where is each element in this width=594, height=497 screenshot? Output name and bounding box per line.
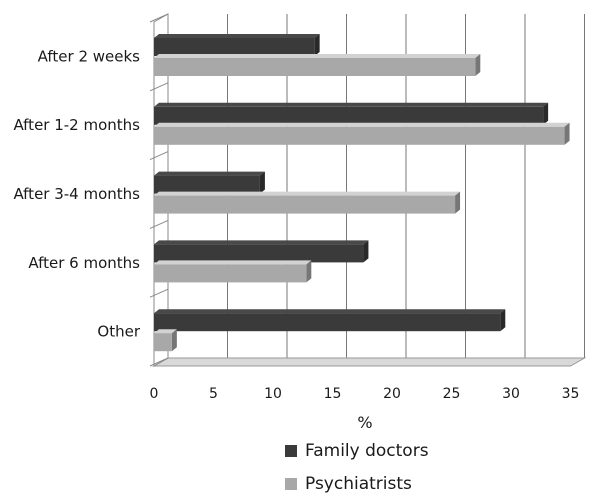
bar-top-face	[154, 329, 177, 334]
bar-front-face	[154, 38, 315, 56]
bar-side-face	[500, 309, 506, 332]
bar-front-face	[154, 175, 260, 194]
bar-front-face	[154, 58, 476, 76]
bar-top-face	[154, 191, 461, 196]
category-tick	[149, 219, 169, 229]
bar	[154, 34, 320, 56]
bar-side-face	[564, 122, 570, 145]
bar-front-face	[154, 313, 501, 332]
bar-top-face	[154, 309, 506, 314]
bar-top-face	[154, 240, 369, 245]
x-axis-title: %	[357, 413, 372, 432]
bar-side-face	[171, 329, 177, 352]
bar	[154, 102, 549, 125]
category-tick	[149, 357, 169, 367]
category-labels: After 2 weeks After 1-2 months After 3-4 m…	[13, 47, 140, 340]
x-tick-label: 35	[562, 386, 580, 402]
x-tick-label: 30	[502, 386, 520, 402]
x-tick-labels: 0 5 10 15 20 25 30 35	[150, 386, 580, 402]
bar-front-face	[154, 126, 565, 145]
bar-front-face	[154, 244, 364, 263]
bar-front-face	[154, 264, 307, 283]
bar-side-face	[475, 54, 481, 76]
bar-side-face	[455, 191, 461, 214]
category-label: After 3-4 months	[13, 185, 140, 203]
bar-top-face	[154, 102, 549, 107]
bars	[154, 34, 570, 352]
legend-swatch	[285, 445, 297, 457]
bar-top-face	[154, 260, 312, 265]
bar-top-face	[154, 34, 320, 38]
x-tick-label: 0	[150, 386, 159, 402]
bar-front-face	[154, 333, 172, 352]
category-tick	[149, 82, 169, 92]
bar-top-face	[154, 122, 570, 127]
x-tick-label: 25	[443, 386, 461, 402]
bar-side-face	[543, 102, 549, 125]
bar-front-face	[154, 195, 456, 214]
bar-side-face	[314, 34, 320, 56]
bar-front-face	[154, 106, 544, 125]
bar	[154, 329, 177, 352]
x-tick-label: 15	[324, 386, 342, 402]
bar	[154, 309, 506, 332]
category-label: After 6 months	[28, 254, 140, 272]
x-tick-label: 10	[264, 386, 282, 402]
bar	[154, 171, 265, 194]
floor-plane	[152, 357, 587, 367]
bar	[154, 260, 312, 283]
bar	[154, 191, 461, 214]
legend-label: Family doctors	[305, 441, 429, 461]
legend-swatch	[285, 478, 297, 490]
bar-side-face	[306, 260, 312, 283]
legend-label: Psychiatrists	[305, 474, 412, 494]
bar-side-face	[363, 240, 369, 263]
bar-side-face	[259, 171, 265, 194]
x-tick-label: 20	[383, 386, 401, 402]
category-label: After 1-2 months	[13, 116, 140, 134]
bar-top-face	[154, 54, 481, 58]
category-label: Other	[97, 323, 140, 341]
x-tick-label: 5	[209, 386, 218, 402]
category-tick	[149, 13, 169, 23]
bar	[154, 54, 481, 76]
bar	[154, 240, 369, 263]
bar-top-face	[154, 171, 265, 176]
legend: Family doctors Psychiatrists	[285, 441, 429, 494]
plot-floor	[152, 357, 587, 367]
category-tick	[149, 151, 169, 161]
bar	[154, 122, 570, 145]
category-tick	[149, 288, 169, 298]
category-label: After 2 weeks	[38, 47, 141, 65]
